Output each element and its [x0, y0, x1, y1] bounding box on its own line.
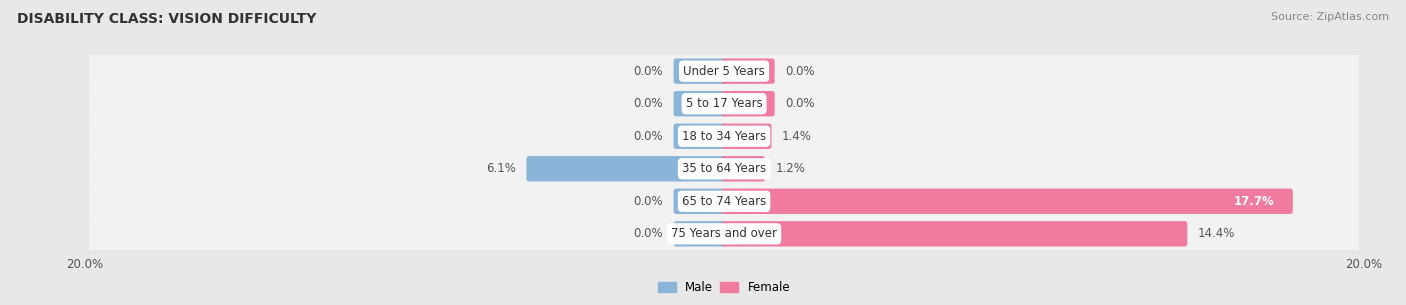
Text: 0.0%: 0.0% — [785, 65, 814, 78]
FancyBboxPatch shape — [526, 156, 727, 181]
Text: 0.0%: 0.0% — [634, 195, 664, 208]
FancyBboxPatch shape — [721, 221, 1187, 246]
Text: DISABILITY CLASS: VISION DIFFICULTY: DISABILITY CLASS: VISION DIFFICULTY — [17, 12, 316, 26]
Text: 0.0%: 0.0% — [634, 97, 664, 110]
FancyBboxPatch shape — [89, 211, 1360, 257]
FancyBboxPatch shape — [89, 146, 1360, 192]
FancyBboxPatch shape — [89, 81, 1360, 127]
FancyBboxPatch shape — [673, 91, 727, 117]
Text: 18 to 34 Years: 18 to 34 Years — [682, 130, 766, 143]
FancyBboxPatch shape — [673, 124, 727, 149]
Text: 75 Years and over: 75 Years and over — [671, 227, 778, 240]
FancyBboxPatch shape — [673, 59, 727, 84]
FancyBboxPatch shape — [721, 91, 775, 117]
Text: 5 to 17 Years: 5 to 17 Years — [686, 97, 762, 110]
Text: 14.4%: 14.4% — [1198, 227, 1234, 240]
Text: Source: ZipAtlas.com: Source: ZipAtlas.com — [1271, 12, 1389, 22]
Text: 1.4%: 1.4% — [782, 130, 811, 143]
Text: 1.2%: 1.2% — [775, 162, 806, 175]
FancyBboxPatch shape — [721, 59, 775, 84]
Text: 35 to 64 Years: 35 to 64 Years — [682, 162, 766, 175]
FancyBboxPatch shape — [721, 188, 1292, 214]
Text: 6.1%: 6.1% — [486, 162, 516, 175]
Text: 0.0%: 0.0% — [634, 130, 664, 143]
Legend: Male, Female: Male, Female — [654, 276, 794, 299]
Text: 0.0%: 0.0% — [634, 227, 664, 240]
FancyBboxPatch shape — [721, 156, 765, 181]
Text: 0.0%: 0.0% — [634, 65, 664, 78]
FancyBboxPatch shape — [721, 124, 772, 149]
FancyBboxPatch shape — [89, 48, 1360, 94]
FancyBboxPatch shape — [89, 113, 1360, 159]
FancyBboxPatch shape — [89, 178, 1360, 224]
FancyBboxPatch shape — [673, 188, 727, 214]
FancyBboxPatch shape — [673, 221, 727, 246]
Text: 65 to 74 Years: 65 to 74 Years — [682, 195, 766, 208]
Text: 17.7%: 17.7% — [1233, 195, 1274, 208]
Text: Under 5 Years: Under 5 Years — [683, 65, 765, 78]
Text: 0.0%: 0.0% — [785, 97, 814, 110]
